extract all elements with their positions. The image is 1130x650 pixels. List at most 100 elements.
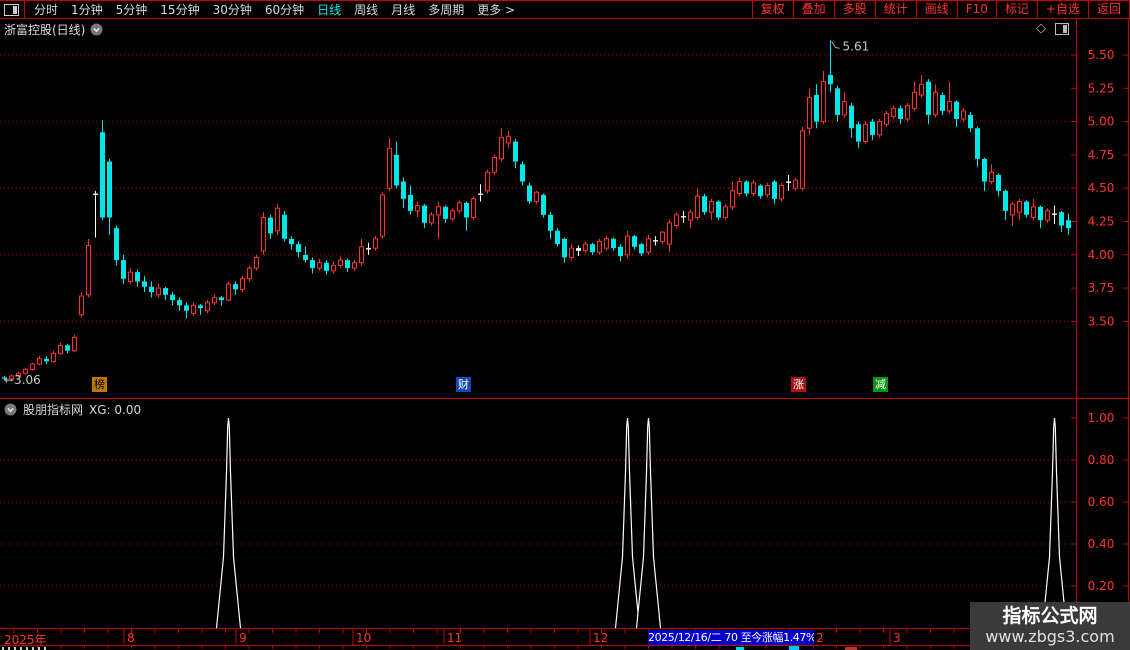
menu-item-5min[interactable]: 5分钟 bbox=[115, 3, 148, 17]
candle bbox=[212, 294, 217, 306]
menu-item-30min[interactable]: 30分钟 bbox=[212, 3, 252, 17]
candle bbox=[387, 137, 392, 191]
candle bbox=[800, 126, 805, 191]
candle bbox=[464, 201, 469, 231]
candle bbox=[506, 130, 511, 149]
chevron-down-icon[interactable] bbox=[90, 23, 103, 36]
menu-item-1min[interactable]: 1分钟 bbox=[71, 3, 103, 17]
x-axis-month-label: 2 bbox=[816, 631, 824, 645]
candle bbox=[982, 157, 987, 191]
toolbar-item-mark[interactable]: 标记 bbox=[995, 1, 1037, 18]
candle bbox=[79, 292, 84, 318]
candle bbox=[590, 242, 595, 255]
menu-item-daily[interactable]: 日线 bbox=[317, 3, 342, 17]
high-annotation-label: 5.61 bbox=[843, 39, 870, 53]
y-axis-label: 4.75 bbox=[1088, 148, 1115, 162]
menu-item-weekly[interactable]: 周线 bbox=[354, 3, 379, 17]
candle bbox=[93, 190, 98, 238]
candle bbox=[121, 254, 126, 285]
toolbar-item-fuquan[interactable]: 复权 bbox=[751, 1, 793, 18]
candle bbox=[247, 265, 252, 282]
candle bbox=[9, 374, 14, 382]
candle bbox=[919, 74, 924, 98]
toolbar-item-stats[interactable]: 统计 bbox=[874, 1, 916, 18]
candle bbox=[23, 368, 28, 375]
candle bbox=[730, 181, 735, 210]
candle bbox=[555, 228, 560, 247]
candle bbox=[401, 177, 406, 209]
x-axis-month-label: 10 bbox=[356, 631, 372, 645]
menu-item-15min[interactable]: 15分钟 bbox=[160, 3, 200, 17]
candle bbox=[534, 190, 539, 205]
candle bbox=[254, 254, 259, 271]
toolbar-item-multi-stock[interactable]: 多股 bbox=[833, 1, 875, 18]
candle bbox=[1017, 198, 1022, 221]
candle bbox=[772, 180, 777, 205]
diamond-icon[interactable]: ◇ bbox=[1036, 21, 1046, 36]
candle bbox=[1038, 205, 1043, 229]
candle bbox=[569, 244, 574, 261]
candle bbox=[660, 230, 665, 245]
candle bbox=[485, 169, 490, 194]
candle bbox=[758, 184, 763, 199]
candle bbox=[44, 356, 49, 365]
candle bbox=[884, 110, 889, 127]
candle bbox=[688, 209, 693, 229]
xg-signal-spike bbox=[635, 417, 662, 629]
menu-item-60min[interactable]: 60分钟 bbox=[264, 3, 305, 17]
candle bbox=[849, 102, 854, 138]
candle bbox=[58, 342, 63, 355]
watermark-url: www.zbgs3.com bbox=[985, 627, 1115, 646]
toolbar-item-overlay[interactable]: 叠加 bbox=[792, 1, 834, 18]
candle bbox=[51, 350, 56, 363]
indicator-name: 股朋指标网 bbox=[23, 403, 84, 417]
y-axis-label: 3.75 bbox=[1088, 281, 1115, 295]
chevron-down-icon[interactable] bbox=[4, 403, 17, 416]
candle bbox=[877, 118, 882, 138]
toolbar-item-add-watch[interactable]: +自选 bbox=[1036, 1, 1088, 18]
candle bbox=[709, 198, 714, 221]
x-axis-year-label: 2025年 bbox=[4, 633, 47, 647]
candle bbox=[940, 92, 945, 115]
menu-item-multi-period[interactable]: 多周期 bbox=[428, 3, 465, 17]
marker-cai[interactable]: 财 bbox=[456, 377, 471, 392]
candle bbox=[450, 208, 455, 222]
y-axis-label: 4.00 bbox=[1088, 248, 1115, 262]
candle bbox=[1024, 200, 1029, 218]
toolbar-item-back[interactable]: 返回 bbox=[1087, 1, 1129, 18]
marker-bang[interactable]: 榜 bbox=[92, 377, 107, 392]
indicator-value: XG: 0.00 bbox=[89, 402, 142, 417]
candle bbox=[961, 108, 966, 122]
candle bbox=[947, 81, 952, 114]
candle bbox=[107, 158, 112, 235]
candle bbox=[737, 177, 742, 197]
menu-item-fenshi[interactable]: 分时 bbox=[34, 3, 59, 17]
candle bbox=[100, 120, 105, 221]
candle bbox=[429, 212, 434, 226]
candle bbox=[380, 192, 385, 239]
candle bbox=[632, 234, 637, 250]
candle bbox=[114, 225, 119, 266]
candle bbox=[926, 78, 931, 125]
candle bbox=[359, 238, 364, 266]
toolbar-item-f10[interactable]: F10 bbox=[956, 1, 996, 18]
split-pane-icon[interactable] bbox=[1055, 22, 1069, 35]
x-axis-month-label: 3 bbox=[893, 631, 901, 645]
candle bbox=[16, 372, 21, 378]
chart-title-bar: 浙富控股(日线) bbox=[4, 21, 103, 38]
candle bbox=[233, 281, 238, 295]
candle bbox=[891, 105, 896, 119]
toolbar-item-draw-line[interactable]: 画线 bbox=[915, 1, 957, 18]
candle bbox=[954, 100, 959, 127]
marker-jian[interactable]: 减 bbox=[873, 377, 888, 392]
candle bbox=[457, 200, 462, 214]
panel-layout-icon[interactable] bbox=[4, 3, 19, 16]
menu-item-monthly[interactable]: 月线 bbox=[391, 3, 416, 17]
menu-item-more[interactable]: 更多 > bbox=[477, 3, 516, 17]
candle bbox=[996, 173, 1001, 197]
candle bbox=[912, 81, 917, 111]
candle bbox=[72, 334, 77, 353]
marker-zhang[interactable]: 涨 bbox=[791, 377, 806, 392]
xg-signal-spike bbox=[614, 417, 641, 629]
